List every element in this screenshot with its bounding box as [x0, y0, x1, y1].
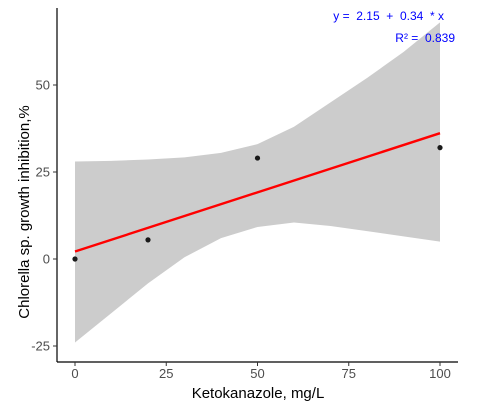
confidence-band — [75, 22, 440, 343]
fit-line-layer — [74, 132, 441, 253]
x-tick-label: 75 — [342, 366, 356, 381]
data-points-layer — [72, 145, 443, 262]
y-tick-label: -25 — [31, 339, 50, 354]
x-tick-label: 100 — [429, 366, 451, 381]
data-point — [145, 237, 151, 243]
y-tick-label: 50 — [36, 78, 50, 93]
y-tick-label: 0 — [43, 252, 50, 267]
regression-equation: y = 2.15 + 0.34 * x — [333, 9, 444, 23]
data-point — [437, 145, 443, 151]
tick-labels-layer: 0 25 50 75 100 -25 0 25 50 — [31, 78, 451, 382]
y-axis-title: Chlorella sp. growth inhibition,% — [16, 105, 33, 318]
data-point — [72, 256, 78, 262]
x-tick-label: 0 — [71, 366, 78, 381]
regression-line — [74, 132, 441, 253]
y-tick-label: 25 — [36, 165, 50, 180]
confidence-band-layer — [75, 22, 440, 343]
r-squared-label: R² = 0.839 — [395, 31, 455, 45]
data-point — [254, 155, 261, 161]
axis-layer — [53, 8, 458, 366]
x-axis-title: Ketokanazole, mg/L — [192, 385, 325, 402]
x-tick-label: 50 — [250, 366, 264, 381]
x-tick-label: 25 — [159, 366, 173, 381]
